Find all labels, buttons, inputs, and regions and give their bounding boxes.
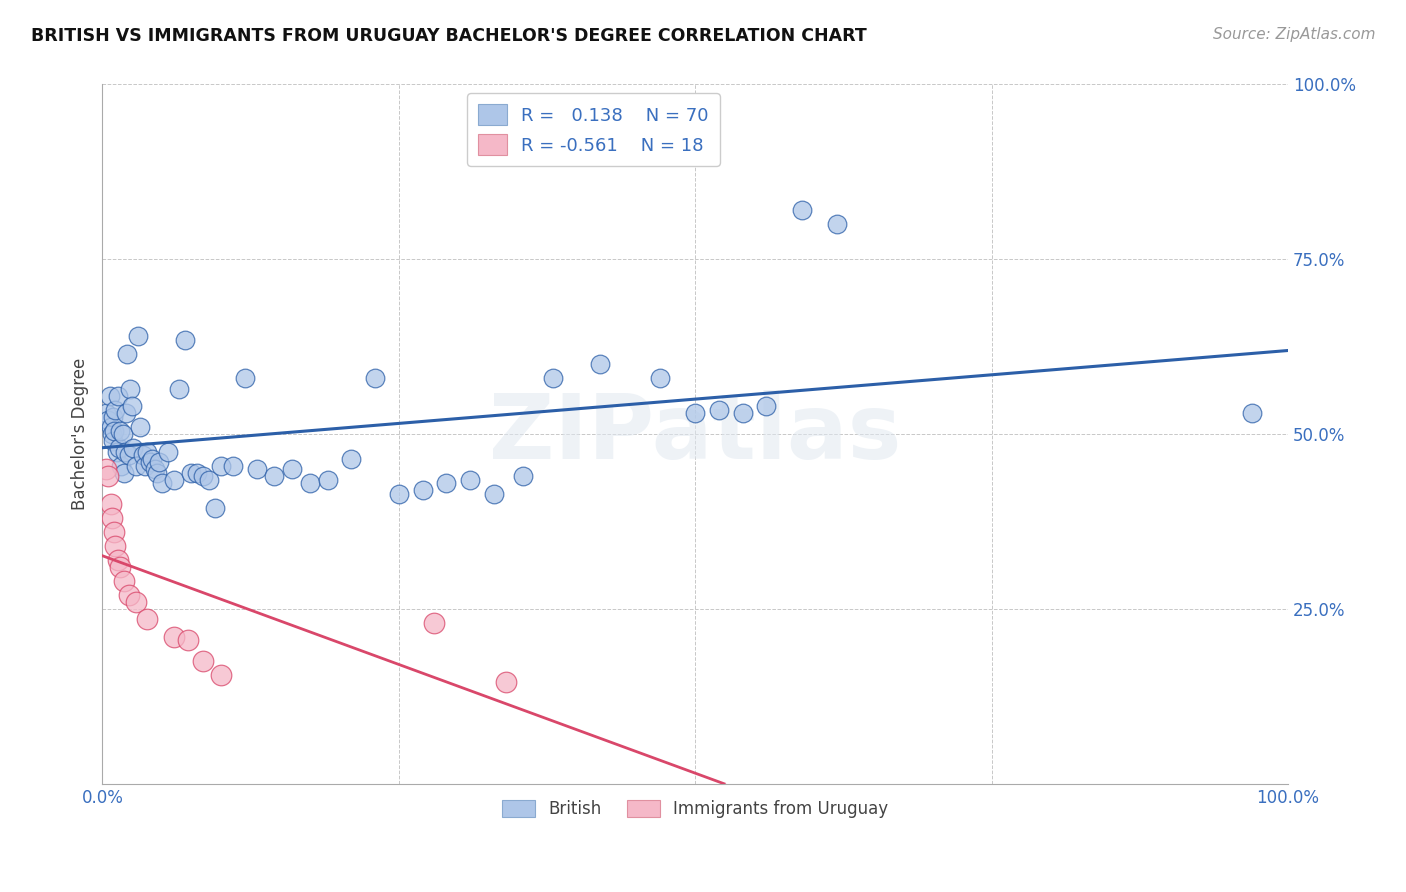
Point [245,462,267,476]
Point [198,473,221,487]
Point [105,444,128,458]
Point [281,462,304,476]
Point [169,382,191,396]
Point [146,466,169,480]
Point [107,389,129,403]
Point [136,444,159,458]
Point [121,399,143,413]
Point [124,595,146,609]
Point [117,588,139,602]
Point [129,420,152,434]
Point [103,424,125,438]
Point [434,476,457,491]
Point [683,406,706,420]
Point [127,329,149,343]
Point [316,473,339,487]
Point [101,427,124,442]
Point [180,466,202,480]
Point [139,455,162,469]
Point [97,413,120,427]
Point [136,612,159,626]
Point [209,458,232,473]
Point [423,615,446,630]
Point [98,389,121,403]
Point [94,406,117,420]
Point [94,462,117,476]
Point [101,409,124,424]
Point [156,444,179,458]
Point [731,406,754,420]
Point [707,402,730,417]
Point [100,497,122,511]
Point [108,441,131,455]
Point [263,469,285,483]
Point [103,524,125,539]
Text: Source: ZipAtlas.com: Source: ZipAtlas.com [1212,27,1375,42]
Point [222,458,245,473]
Point [132,448,155,462]
Point [110,560,132,574]
Point [114,444,136,458]
Point [134,458,156,473]
Point [115,406,138,420]
Point [482,486,505,500]
Point [143,462,166,476]
Point [101,511,124,525]
Point [111,427,134,442]
Point [117,346,139,360]
Point [827,217,849,231]
Point [233,371,256,385]
Point [110,458,132,473]
Point [177,633,200,648]
Point [648,371,671,385]
Legend: British, Immigrants from Uruguay: British, Immigrants from Uruguay [495,793,896,824]
Point [589,357,612,371]
Point [104,402,127,417]
Point [150,476,173,491]
Point [388,486,411,500]
Point [193,469,215,483]
Point [118,382,141,396]
Point [162,630,184,644]
Point [117,448,139,462]
Point [204,500,226,515]
Point [148,455,170,469]
Point [174,333,197,347]
Point [512,469,534,483]
Point [97,469,120,483]
Point [107,553,129,567]
Point [141,451,163,466]
Point [541,371,564,385]
Point [122,441,145,455]
Point [112,466,135,480]
Point [100,420,122,434]
Point [209,668,232,682]
Point [124,458,146,473]
Point [495,675,517,690]
Text: ZIPatlas: ZIPatlas [489,390,901,478]
Point [458,473,481,487]
Point [162,473,184,487]
Point [364,371,387,385]
Y-axis label: Bachelor's Degree: Bachelor's Degree [72,358,89,510]
Point [101,434,124,448]
Point [755,399,778,413]
Point [193,654,215,668]
Point [104,539,127,553]
Point [790,203,813,218]
Point [110,424,132,438]
Point [112,574,135,588]
Point [412,483,434,497]
Point [340,451,363,466]
Text: BRITISH VS IMMIGRANTS FROM URUGUAY BACHELOR'S DEGREE CORRELATION CHART: BRITISH VS IMMIGRANTS FROM URUGUAY BACHE… [31,27,866,45]
Point [298,476,321,491]
Point [186,466,208,480]
Point [1241,406,1264,420]
